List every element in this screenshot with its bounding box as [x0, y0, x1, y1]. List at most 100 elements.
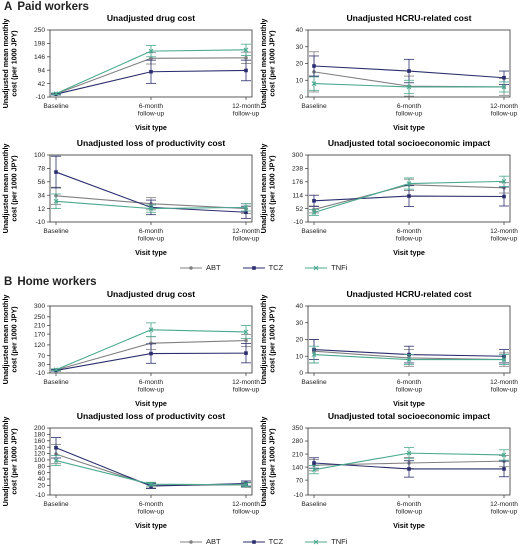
y-tick-label: 10	[296, 77, 304, 84]
y-tick-label: -10	[35, 492, 45, 499]
x-tick-label: Baseline	[43, 228, 69, 235]
y-tick-label: 80	[38, 463, 46, 470]
marker-x	[148, 48, 154, 54]
y-tick-label: 42	[38, 81, 46, 88]
chart-panel-1: Unadjusted drug cost -10 42 94 146 198 250 Unad…	[1, 13, 260, 132]
y-tick-label: 78	[38, 166, 46, 173]
chart-title: Unadjusted HCRU-related cost	[346, 13, 471, 23]
section-a-title: A Paid workers	[4, 1, 89, 13]
y-tick-label: 52	[296, 206, 304, 213]
y-tick-label: 12	[38, 206, 46, 213]
marker-square	[149, 69, 153, 74]
chart-panel-2: Unadjusted HCRU-related cost 0 10 20 30 40 Una…	[259, 13, 518, 132]
x-tick-label: 6-month follow-up	[138, 103, 165, 118]
x-tick-label: 12-month follow-up	[232, 379, 260, 394]
series-tcz	[51, 437, 251, 490]
marker-square	[502, 194, 506, 199]
section-name: Paid workers	[17, 1, 89, 13]
x-tick-label: Baseline	[301, 379, 327, 386]
x-axis-label: Visit type	[393, 399, 425, 408]
marker-x	[53, 458, 59, 463]
x-axis-label: Visit type	[135, 521, 167, 530]
y-tick-label: 350	[292, 425, 303, 432]
y-tick-label: 20	[38, 483, 46, 490]
y-tick-label: 280	[292, 438, 303, 445]
y-tick-label: 250	[34, 27, 45, 34]
y-tick-label: 210	[292, 451, 303, 458]
series-tcz	[309, 457, 509, 478]
series-tnfi	[309, 447, 509, 475]
marker-x	[53, 367, 59, 373]
x-axis-label: Visit type	[393, 123, 425, 132]
x-tick-label: 6-month follow-up	[138, 228, 165, 243]
legend-swatch	[242, 265, 265, 270]
section-name: Home workers	[17, 276, 97, 288]
y-axis-label: Unadjusted mean monthlycost (per 1000 JP…	[259, 417, 277, 507]
y-tick-label: 30	[296, 44, 304, 51]
series-line	[55, 447, 247, 487]
y-tick-label: 40	[296, 303, 304, 310]
x-tick-label: Baseline	[43, 501, 69, 508]
chart-title: Unadjusted loss of productivity cost	[77, 138, 226, 148]
marker-square	[244, 210, 248, 215]
x-tick-label: Baseline	[301, 501, 327, 508]
y-tick-label: 60	[38, 470, 46, 477]
y-tick-label: 10	[296, 353, 304, 360]
y-tick-label: -10	[35, 219, 45, 226]
marker-square	[54, 445, 58, 450]
legend-label: ABT	[206, 537, 221, 546]
y-tick-label: 198	[34, 41, 45, 48]
x-tick-label: Baseline	[43, 103, 69, 110]
y-axis-label: Unadjusted mean monthlycost (per 1000 JP…	[1, 295, 19, 385]
x-tick-label: 12-month follow-up	[232, 228, 260, 243]
chart-title: Unadjusted drug cost	[107, 13, 195, 23]
y-tick-label: 34	[38, 192, 46, 199]
x-tick-label: 12-month follow-up	[490, 228, 518, 243]
legend-item-tcz: TCZ	[242, 537, 283, 546]
marker-square	[312, 64, 316, 68]
chart-panel-6: Unadjusted HCRU-related cost 0 10 20 30 40 Una…	[259, 289, 518, 408]
chart-title: Unadjusted total socioeconomic impact	[328, 411, 490, 421]
marker-x	[311, 210, 317, 215]
marker-x	[243, 329, 249, 335]
marker-x	[313, 265, 319, 270]
marker-x	[406, 450, 412, 456]
y-tick-label: 140	[34, 444, 45, 451]
marker-square	[251, 265, 256, 270]
x-axis-label: Visit type	[135, 123, 167, 132]
marker-circle	[244, 56, 248, 60]
marker-square	[244, 68, 248, 73]
series-tcz	[51, 59, 251, 96]
y-tick-label: 20	[296, 337, 304, 344]
y-tick-label: 176	[292, 179, 303, 186]
y-tick-label: 20	[296, 61, 304, 68]
legend-swatch	[305, 265, 328, 270]
y-tick-label: -10	[293, 492, 303, 499]
marker-x	[406, 357, 412, 362]
legend-label: TNFi	[331, 263, 348, 272]
y-tick-label: 180	[34, 432, 45, 439]
y-axis-label: Unadjusted mean monthlycost (per 1000 JP…	[259, 19, 277, 109]
y-axis-label: Unadjusted mean monthlycost (per 1000 JP…	[1, 417, 19, 507]
y-tick-label: 30	[38, 362, 46, 369]
marker-square	[251, 539, 256, 544]
y-tick-label: 70	[296, 477, 304, 484]
section-letter: A	[4, 1, 13, 13]
marker-x	[53, 91, 59, 97]
chart-title: Unadjusted total socioeconomic impact	[328, 138, 490, 148]
x-tick-label: 6-month follow-up	[396, 501, 423, 516]
legend-item-abt: ABT	[180, 263, 221, 272]
y-tick-label: 300	[292, 152, 303, 159]
legend-label: TNFi	[331, 537, 348, 546]
marker-x	[501, 179, 507, 184]
series-line	[55, 460, 247, 486]
legend-swatch	[242, 539, 265, 544]
legend-item-tnfi: TNFi	[305, 263, 347, 272]
x-tick-label: 6-month follow-up	[138, 501, 165, 516]
x-tick-label: 12-month follow-up	[490, 501, 518, 516]
marker-square	[54, 170, 58, 174]
legend-home-workers: ABT TCZ TNFi	[180, 537, 347, 546]
legend-item-tcz: TCZ	[242, 263, 283, 272]
chart-title: Unadjusted HCRU-related cost	[346, 289, 471, 299]
y-tick-label: 170	[34, 331, 45, 338]
